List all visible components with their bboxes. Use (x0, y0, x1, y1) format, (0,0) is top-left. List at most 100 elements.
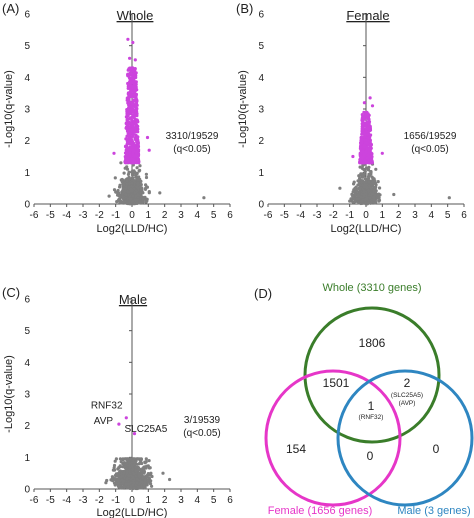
point (338, 186, 342, 190)
point (372, 198, 376, 202)
point (372, 195, 376, 199)
point (123, 189, 127, 193)
point (376, 180, 380, 184)
significant-point (123, 144, 128, 149)
point (141, 197, 145, 201)
x-tick-label: -1 (111, 495, 120, 506)
point (360, 180, 365, 184)
x-axis-label-whole: Log2(LLD/HC) (97, 223, 168, 235)
point (356, 183, 360, 187)
point (126, 485, 130, 489)
venn-count-whole-only: 1806 (359, 336, 386, 350)
panel-title-male: Male (119, 292, 147, 307)
point (145, 475, 149, 479)
x-tick-label: -6 (30, 495, 39, 506)
significant-point (363, 159, 367, 163)
significant-point (129, 80, 133, 84)
point (141, 476, 145, 480)
y-tick-label: 3 (24, 105, 30, 116)
y-tick-label: 6 (24, 10, 30, 21)
significant-point (133, 58, 137, 62)
x-tick-label: 0 (363, 210, 369, 221)
x-tick-label: 2 (162, 495, 168, 506)
point (353, 200, 357, 204)
point (113, 176, 117, 180)
significant-point (127, 68, 131, 72)
y-axis-label-male: -Log10(q-value) (3, 355, 15, 433)
significant-point (362, 101, 366, 105)
point (127, 200, 131, 205)
point (353, 186, 357, 191)
point (145, 464, 149, 468)
point (143, 486, 147, 490)
point (377, 199, 381, 203)
venn-count-male-only: 0 (433, 442, 440, 456)
point (109, 478, 113, 482)
x-tick-label: -2 (95, 495, 104, 506)
point (131, 467, 135, 471)
volcano-panel-male: (C) Male -6 -5 -4 -3 -2 -1 0 1 2 3 4 5 60123456RNF32… (2, 285, 233, 518)
x-tick-label: -1 (345, 210, 354, 221)
significant-point (132, 146, 136, 150)
point (136, 181, 140, 185)
significant-point (128, 148, 132, 152)
point (138, 164, 142, 168)
significant-point (128, 56, 132, 60)
point (136, 178, 140, 182)
point (351, 194, 355, 198)
significant-point (130, 67, 134, 71)
point (145, 197, 149, 201)
point (369, 186, 373, 191)
x-axis-label-male: Log2(LLD/HC) (97, 507, 168, 518)
point (125, 461, 129, 465)
point (127, 190, 131, 194)
y-tick-label: 2 (24, 421, 30, 432)
point (368, 173, 372, 177)
point (137, 467, 141, 471)
point (144, 175, 149, 180)
point (114, 457, 118, 461)
y-axis-label-female: -Log10(q-value) (237, 70, 249, 148)
significant-point (361, 122, 365, 126)
significant-point (132, 158, 136, 162)
point (148, 481, 152, 485)
significant-point (129, 157, 133, 161)
point (110, 475, 114, 479)
significant-point (351, 154, 355, 159)
venn-label-male: Male (3 genes) (397, 505, 470, 517)
point (150, 484, 154, 488)
point (353, 192, 357, 196)
significant-point (370, 152, 374, 156)
x-tick-label: -2 (329, 210, 338, 221)
significant-point (124, 126, 128, 130)
point (147, 191, 151, 195)
point (129, 486, 133, 490)
significant-point (133, 85, 137, 89)
point (377, 196, 381, 200)
point (351, 190, 355, 194)
y-tick-label: 3 (24, 390, 30, 401)
significant-point (128, 153, 132, 158)
significant-point (136, 140, 140, 144)
point (373, 181, 378, 185)
point (132, 481, 136, 485)
significant-point (133, 154, 137, 159)
panel-title-female: Female (346, 8, 389, 23)
point (118, 469, 122, 473)
point (378, 186, 382, 190)
significant-point (129, 116, 133, 120)
point (119, 161, 123, 165)
x-tick-label: 4 (429, 210, 435, 221)
point (369, 170, 373, 174)
point (137, 462, 141, 466)
point (202, 196, 206, 200)
significant-point (127, 117, 131, 121)
y-tick-label: 6 (258, 10, 264, 21)
significant-point (131, 75, 135, 79)
point (130, 173, 134, 177)
significant-point (134, 93, 138, 98)
point (137, 474, 141, 478)
y-tick-label: 1 (258, 168, 264, 179)
